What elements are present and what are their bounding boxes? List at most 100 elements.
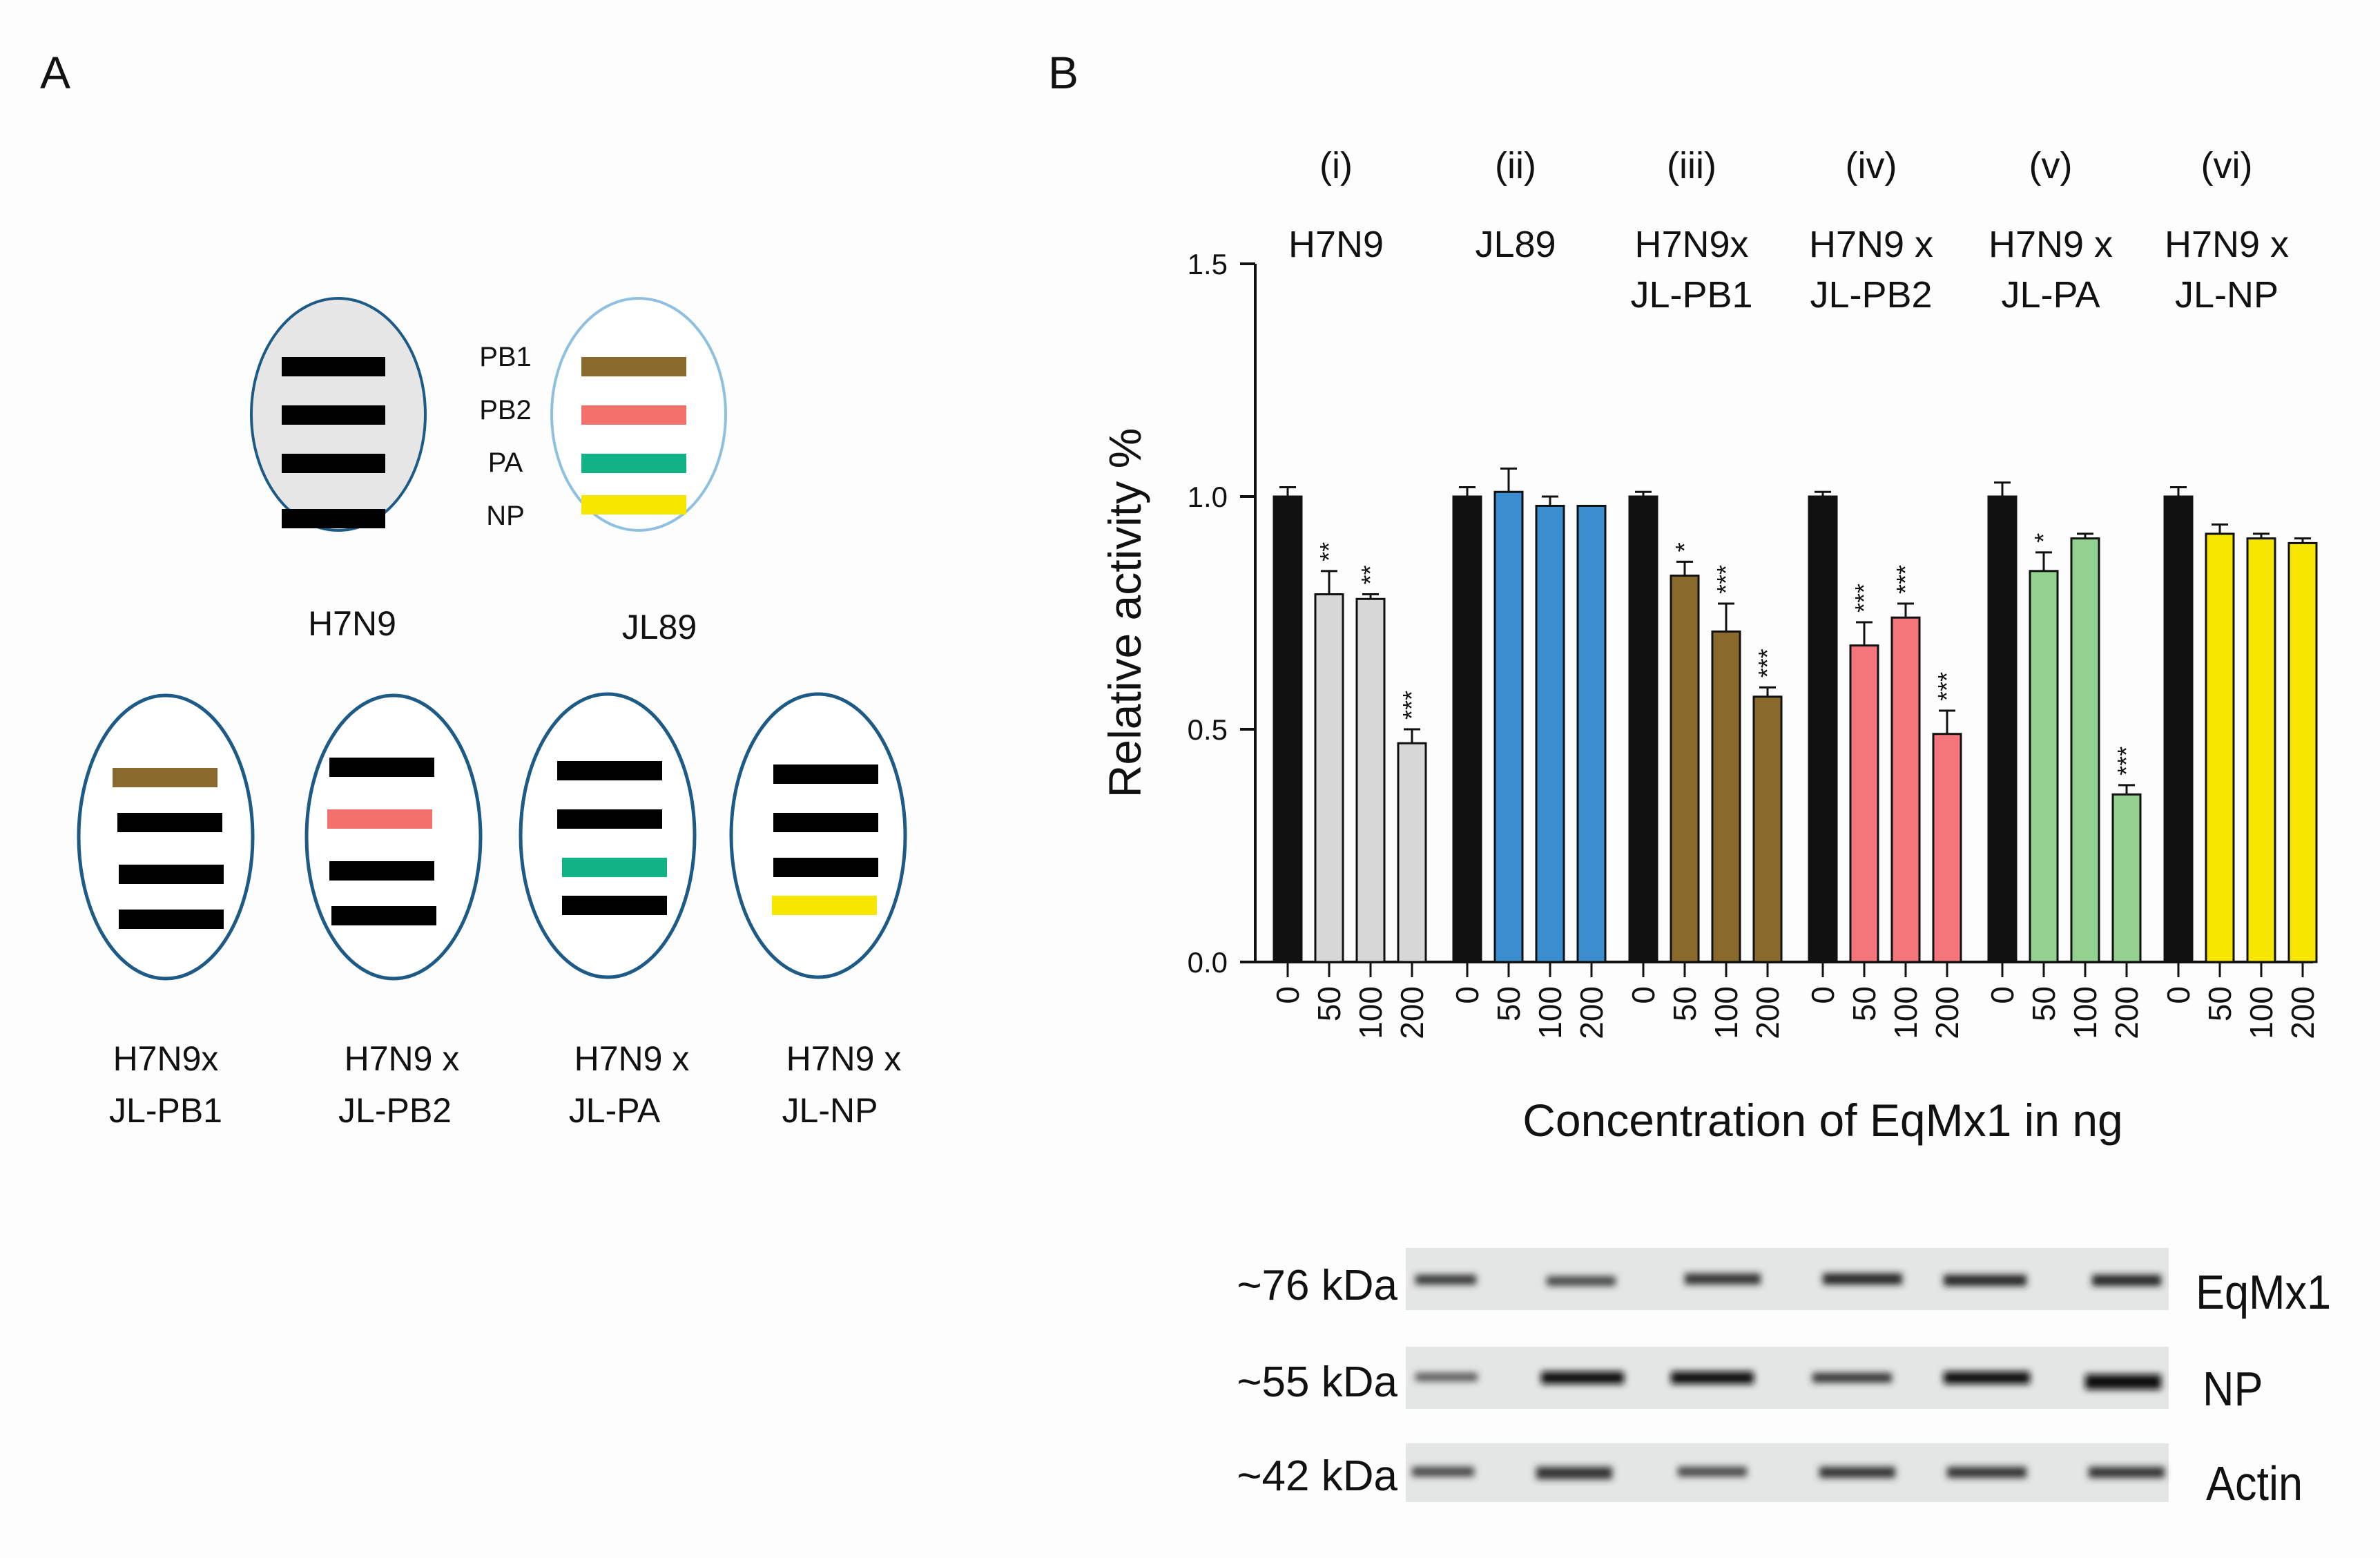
significance-label: *** [1397, 691, 1426, 720]
bar [1493, 490, 1524, 963]
group-title-line2-4: JL-PB2 [1810, 274, 1932, 316]
blot-band [2092, 1275, 2161, 1286]
significance-label: *** [1712, 565, 1740, 594]
reassortant-jl-pb2-ellipse [304, 693, 483, 981]
blot-band [1947, 1467, 2026, 1478]
x-tick-label: 100 [1353, 986, 1389, 1039]
parent-jl89-segment-pb2 [581, 405, 686, 425]
parent-h7n9-virus: H7N9 [250, 297, 427, 643]
group-roman-4: (iv) [1846, 145, 1897, 186]
bar [2070, 537, 2100, 963]
reassortant-jl-pb1-ellipse [77, 693, 255, 981]
blot-band [1415, 1373, 1478, 1381]
reassortant-jl-pb1-name-line2: JL-PB1 [109, 1091, 222, 1130]
blot-protein-actin: Actin [2206, 1457, 2303, 1511]
bar [2246, 537, 2276, 963]
reassortant-jl-pb2-name-line1: H7N9 x [345, 1039, 460, 1078]
group-title-line1-2: JL89 [1475, 224, 1556, 265]
bar [1628, 495, 1658, 963]
blot-band [1415, 1275, 1476, 1285]
parent-h7n9-segment-pb1 [282, 357, 385, 376]
group-roman-3: (iii) [1667, 145, 1716, 186]
bar [1932, 733, 1962, 963]
x-tick-label: 100 [2067, 986, 2103, 1039]
blot-band [1812, 1373, 1892, 1383]
x-tick-label: 50 [1846, 986, 1882, 1021]
reassortant-jl-pb1-segment-pb1 [113, 768, 217, 787]
significance-label: *** [1891, 565, 1919, 594]
blot-bands-actin [1412, 1467, 2165, 1479]
reassortant-jl-np: H7N9 x JL-NP [729, 692, 907, 1130]
reassortant-jl-np-segment-pb2 [773, 813, 878, 832]
x-tick-label: 200 [1574, 986, 1609, 1039]
x-tick-label: 200 [1394, 986, 1430, 1039]
x-tick-label: 0 [1270, 986, 1306, 1004]
reassortant-jl-pa-name-line2: JL-PA [569, 1091, 661, 1130]
x-tick-label: 50 [2202, 986, 2238, 1021]
bar [1808, 495, 1838, 963]
y-tick-label: 1.0 [1188, 481, 1228, 513]
bar [1452, 495, 1482, 963]
bar [1752, 695, 1783, 963]
bar [2163, 495, 2194, 963]
x-tick-label: 50 [1667, 986, 1703, 1021]
reassortant-jl-pb2: H7N9 x JL-PB2 [304, 693, 483, 1130]
x-axis-title: Concentration of EqMx1 in ng [1522, 1095, 2123, 1146]
group-title-line1-3: H7N9x [1634, 224, 1748, 265]
reassortant-jl-pb2-segment-pb1 [329, 758, 434, 777]
reassortant-jl-pa: H7N9 x JL-PA [519, 692, 697, 1130]
segment-label-pa: PA [488, 448, 523, 478]
segment-label-np: NP [486, 501, 525, 531]
reassortant-jl-pb1: H7N9x JL-PB1 [77, 693, 255, 1130]
reassortant-jl-pa-segment-pb1 [557, 761, 662, 780]
parent-h7n9-segment-pb2 [282, 405, 385, 425]
y-tick-label: 0.0 [1188, 946, 1228, 979]
panel-b-label: B [1048, 47, 1078, 98]
reassortant-jl-pa-name-line1: H7N9 x [574, 1039, 690, 1078]
blot-bands-np [1415, 1372, 2161, 1389]
bar [2287, 541, 2318, 963]
significance-label: *** [2112, 747, 2140, 776]
x-tick-label: 200 [1750, 986, 1786, 1039]
group-title-line2-3: JL-PB1 [1630, 274, 1752, 316]
bar [1849, 644, 1879, 963]
reassortant-jl-np-segment-pb1 [773, 764, 878, 784]
reassortant-jl-np-segment-np [772, 896, 877, 915]
blot-band [1944, 1372, 2030, 1384]
significance-label: * [1670, 542, 1699, 552]
blot-band [1944, 1275, 2026, 1286]
segment-label-pb2: PB2 [479, 395, 532, 425]
parent-jl89-virus: JL89 [550, 297, 727, 646]
parent-jl89-segment-np [581, 495, 686, 514]
parent-h7n9-segment-pa [282, 454, 385, 473]
group-title-line2-6: JL-NP [2175, 274, 2279, 316]
panel-a-label: A [40, 47, 70, 98]
x-tick-label: 200 [1929, 986, 1965, 1039]
group-roman-2: (ii) [1495, 145, 1536, 186]
significance-label: * [2029, 533, 2058, 543]
bar [1890, 616, 1921, 963]
blot-kda-actin: ~42 kDa [1237, 1452, 1397, 1500]
blot-band [1819, 1467, 1895, 1478]
significance-label: ** [1356, 566, 1384, 585]
bar [1670, 575, 1700, 963]
blot-band [1536, 1467, 1612, 1479]
significance-label: *** [1850, 584, 1878, 613]
significance-label: *** [1753, 648, 1781, 677]
x-tick-label: 0 [2160, 986, 2196, 1004]
bar [2111, 793, 2142, 963]
bar [1535, 504, 1565, 963]
reassortant-jl-pb1-name-line1: H7N9x [113, 1039, 219, 1078]
reassortant-jl-pb1-segment-pa [119, 865, 224, 884]
blot-strip-np [1406, 1347, 2169, 1409]
blot-band [1547, 1276, 1616, 1286]
significance-label: ** [1315, 542, 1343, 561]
x-tick-label: 100 [1888, 986, 1924, 1039]
x-tick-label: 50 [2026, 986, 2062, 1021]
group-title-line1-4: H7N9 x [1809, 224, 1933, 265]
x-tick-label: 200 [2285, 986, 2321, 1039]
x-tick-label: 0 [1449, 986, 1485, 1004]
reassortant-jl-pa-ellipse [519, 692, 697, 979]
